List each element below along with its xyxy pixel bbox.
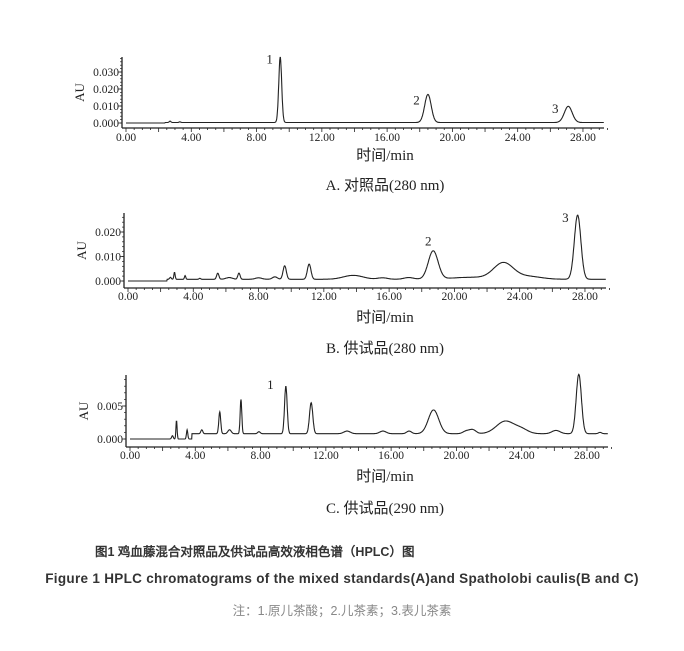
- x-tick-label: 24.00: [507, 291, 533, 303]
- peak-label: 1: [267, 377, 274, 392]
- y-tick-label: 0.010: [95, 252, 121, 264]
- y-tick-label: 0.000: [95, 276, 121, 288]
- y-tick-label: 0.000: [97, 434, 123, 446]
- peak-label: 2: [425, 233, 432, 248]
- chart-panel-a: 0.00 4.00 8.00 12.00 16.00 20.00 24.00 28.00 0.0…: [72, 52, 608, 194]
- x-tick-label: 24.00: [505, 132, 531, 144]
- y-tick-label: 0.020: [95, 227, 121, 239]
- x-tick-label: 20.00: [441, 291, 467, 303]
- chart-panel-c: 0.00 4.00 8.00 12.00 16.00 20.00 24.00 28.00 0.0…: [76, 373, 612, 517]
- x-tick-label: 16.00: [376, 291, 402, 303]
- figure-title-english: Figure 1 HPLC chromatograms of the mixed…: [45, 571, 639, 586]
- x-tick-label: 4.00: [183, 291, 203, 303]
- y-tick-label: 0.020: [93, 84, 119, 96]
- panel-caption: A. 对照品(280 nm): [326, 177, 445, 194]
- x-tick-label: 4.00: [181, 132, 201, 144]
- x-tick-label: 16.00: [374, 132, 400, 144]
- chromatogram-trace: [130, 373, 608, 440]
- x-tick-label: 8.00: [246, 132, 266, 144]
- x-tick-label: 24.00: [509, 450, 535, 462]
- x-tick-label: 4.00: [185, 450, 205, 462]
- y-axis-label: AU: [74, 241, 89, 260]
- x-tick-label: 8.00: [248, 291, 268, 303]
- x-tick-label: 28.00: [574, 450, 600, 462]
- y-tick-label: 0.005: [97, 401, 123, 413]
- x-tick-label: 0.00: [116, 132, 136, 144]
- x-tick-label: 16.00: [378, 450, 404, 462]
- figure-title-chinese: 图1 鸡血藤混合对照品及供试品高效液相色谱（HPLC）图: [95, 545, 415, 559]
- x-tick-label: 28.00: [570, 132, 596, 144]
- y-axis-label: AU: [72, 83, 87, 102]
- x-axis-label: 时间/min: [356, 468, 414, 485]
- chromatogram-trace: [128, 214, 606, 282]
- panel-caption: C. 供试品(290 nm): [326, 500, 444, 517]
- chromatogram-panels: 0.00 4.00 8.00 12.00 16.00 20.00 24.00 28.000.0…: [72, 52, 612, 517]
- x-tick-label: 0.00: [118, 291, 138, 303]
- x-tick-label: 0.00: [120, 450, 140, 462]
- peak-label: 3: [562, 210, 569, 225]
- peak-label: 2: [413, 92, 420, 107]
- figure-note: 注：1.原儿茶酸；2.儿茶素；3.表儿茶素: [232, 604, 452, 618]
- x-tick-label: 20.00: [439, 132, 465, 144]
- x-tick-label: 8.00: [250, 450, 270, 462]
- y-axis-label: AU: [76, 401, 91, 420]
- chart-panel-b: 0.00 4.00 8.00 12.00 16.00 20.00 24.00 28.00 0.0…: [74, 210, 610, 357]
- x-tick-label: 12.00: [313, 450, 339, 462]
- y-tick-label: 0.030: [93, 67, 119, 79]
- x-tick-label: 12.00: [311, 291, 337, 303]
- peak-label: 3: [552, 101, 559, 116]
- x-tick-label: 20.00: [443, 450, 469, 462]
- chromatogram-trace: [126, 56, 604, 124]
- x-axis-label: 时间/min: [356, 309, 414, 326]
- panel-caption: B. 供试品(280 nm): [326, 340, 444, 357]
- y-tick-label: 0.000: [93, 118, 119, 130]
- x-tick-label: 12.00: [309, 132, 335, 144]
- y-tick-label: 0.010: [93, 101, 119, 113]
- peak-label: 1: [266, 52, 273, 67]
- x-tick-label: 28.00: [572, 291, 598, 303]
- x-axis-label: 时间/min: [356, 147, 414, 164]
